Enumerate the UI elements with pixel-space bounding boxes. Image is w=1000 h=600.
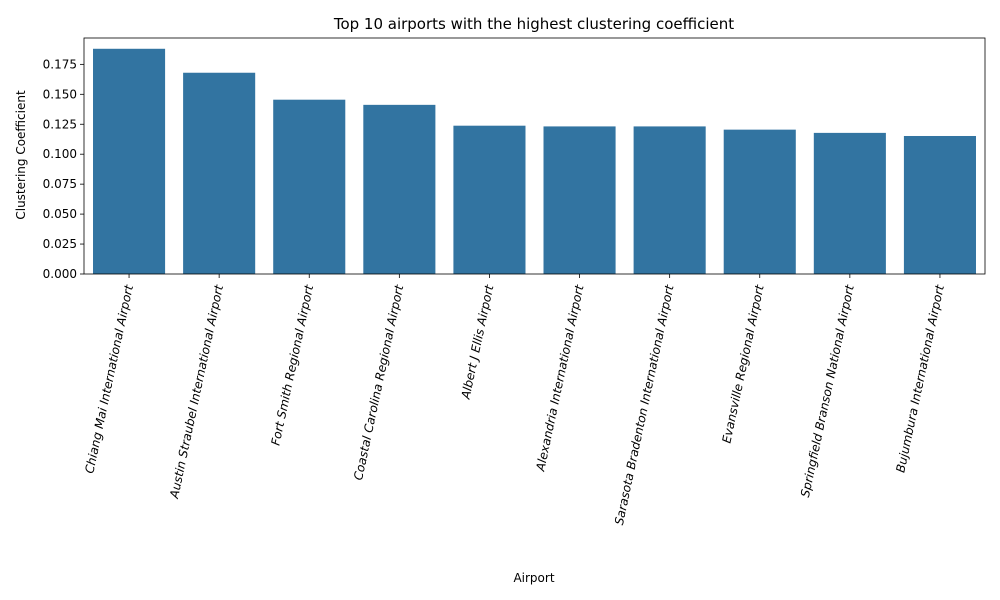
- y-tick-label-6: 0.150: [43, 87, 77, 101]
- plot-area: 0.000 0.025 0.050 0.075 0.100 0.125 0.150 0.175…: [43, 37, 986, 526]
- x-tick-label-9: Bujumbura International Airport: [893, 282, 947, 473]
- x-tick-label-6: Sarasota Bradenton International Airport: [612, 282, 677, 526]
- x-tick-label-4: Albert J Ellis Airport: [458, 282, 496, 401]
- x-tick-label-0: Chiang Mai International Airport: [82, 282, 136, 474]
- y-tick-label-2: 0.050: [43, 207, 77, 221]
- y-tick-label-5: 0.125: [43, 117, 77, 131]
- bar-6: [543, 126, 616, 274]
- bar-2: [183, 72, 256, 274]
- bar-5: [453, 125, 526, 274]
- y-axis-label: Clustering Coefficient: [14, 90, 28, 220]
- bar-8: [723, 129, 796, 274]
- chart-title: Top 10 airports with the highest cluster…: [333, 15, 734, 33]
- x-axis-label: Airport: [513, 571, 554, 585]
- x-tick-label-1: Austin Straubel International Airport: [167, 282, 226, 500]
- x-tick-label-3: Coastal Carolina Regional Airport: [351, 282, 406, 481]
- y-tick-label-7: 0.175: [43, 57, 77, 71]
- y-tick-label-4: 0.100: [43, 147, 77, 161]
- bar-4: [363, 104, 436, 274]
- y-tick-label-3: 0.075: [43, 177, 77, 191]
- x-tick-label-8: Springfield Branson National Airport: [798, 282, 857, 498]
- y-tick-label-0: 0.000: [43, 267, 77, 281]
- x-tick-label-7: Evansville Regional Airport: [719, 282, 767, 444]
- bar-3: [273, 99, 346, 274]
- plot-frame: [83, 37, 986, 275]
- y-tick-label-1: 0.025: [43, 237, 77, 251]
- x-tick-label-5: Alexandria International Airport: [533, 282, 587, 473]
- bar-9: [813, 132, 886, 274]
- bar-10: [903, 135, 976, 274]
- bar-1: [93, 48, 166, 275]
- x-tick-label-2: Fort Smith Regional Airport: [268, 282, 316, 446]
- bar-7: [633, 126, 706, 274]
